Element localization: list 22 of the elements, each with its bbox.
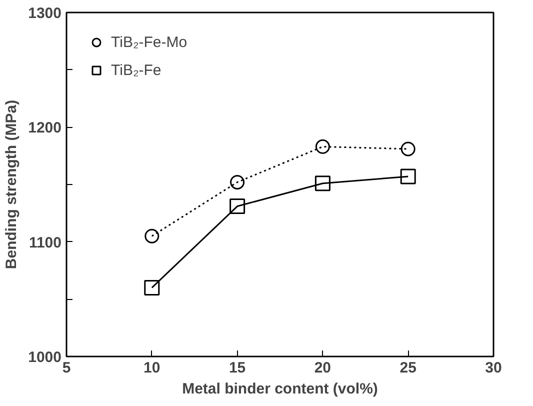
point [400,168,416,184]
y-tick-label: 1200 [28,120,62,137]
x-axis-title: Metal binder content (vol%) [182,380,378,398]
legend-label: TiB₂-Fe-Mo [111,34,188,50]
x-tick-label: 20 [314,360,332,376]
y-axis-title: Bending strength (MPa) [3,100,20,270]
point [144,228,160,244]
legend-label: TiB₂-Fe [111,62,162,78]
point [314,176,330,192]
x-tick-label: 10 [144,360,160,376]
x-tick-label: 30 [485,360,502,376]
point [144,280,160,296]
point [400,142,416,156]
point [315,139,330,154]
x-tick-label: 25 [400,360,416,376]
y-tick-label: 1100 [28,234,62,252]
x-tick-label: 15 [228,360,246,376]
y-tick-label: 1000 [28,349,62,366]
x-tick-label: 5 [62,360,71,376]
point [230,174,245,190]
y-tick-label: 1300 [28,5,62,22]
point [230,198,246,214]
